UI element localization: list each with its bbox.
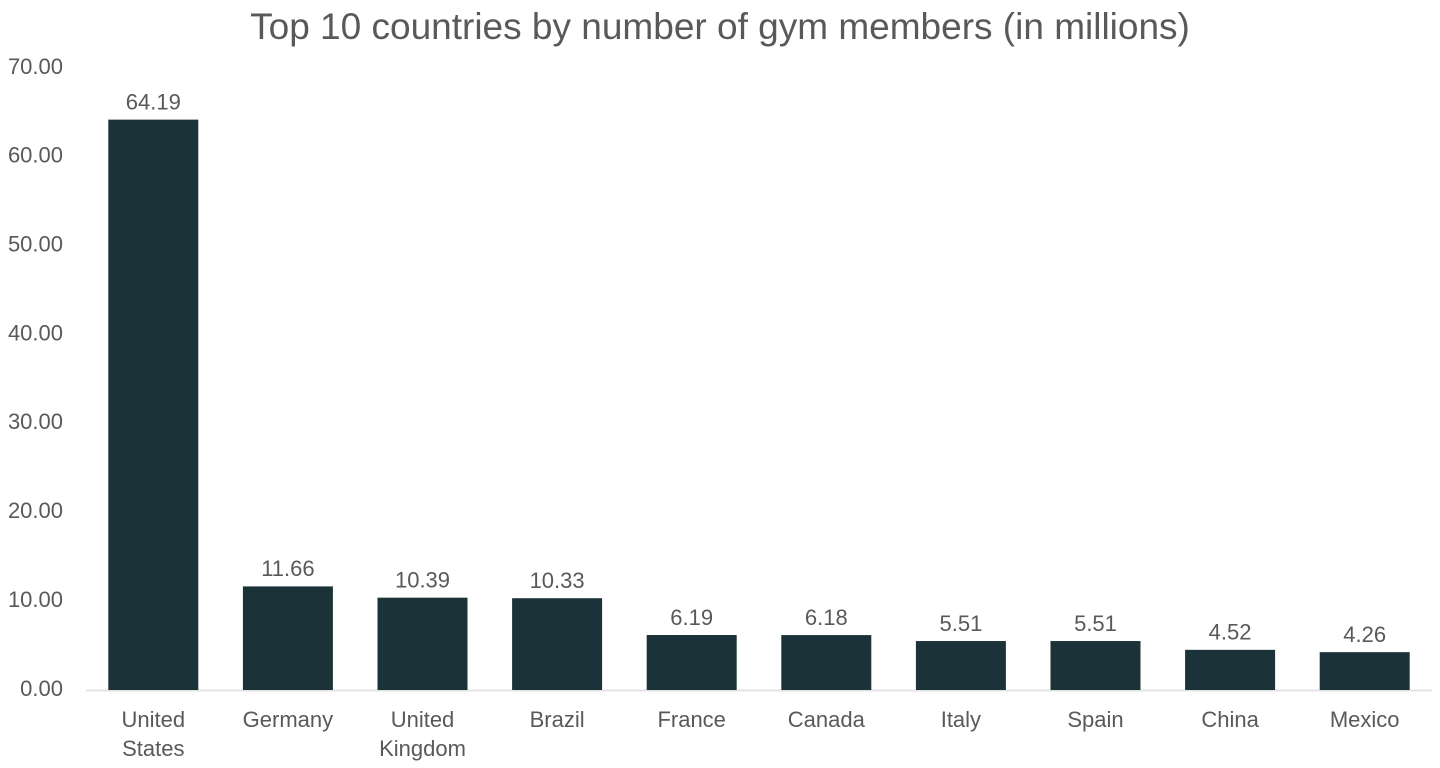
x-tick-label-box: France (657, 707, 726, 732)
x-tick-label: Brazil (529, 707, 585, 732)
x-tick-label: United Kingdom (379, 707, 466, 761)
x-tick-label: Spain (1067, 707, 1124, 732)
x-tick-label-box: Germany (242, 707, 334, 732)
data-label: 6.19 (670, 605, 713, 630)
x-tick-label-box: Brazil (529, 707, 585, 732)
bar (781, 635, 872, 690)
y-tick-label: 30.00 (8, 409, 63, 434)
y-tick-label: 40.00 (8, 320, 63, 345)
bar (1050, 641, 1141, 690)
data-label: 11.66 (261, 556, 314, 581)
data-label: 4.26 (1343, 622, 1386, 647)
bar (915, 641, 1006, 690)
bar (377, 597, 468, 690)
data-label: 10.33 (530, 568, 585, 593)
y-tick-label: 50.00 (8, 232, 63, 257)
x-tick-label-box: United States (121, 707, 186, 761)
x-tick-label-box: Spain (1067, 707, 1124, 732)
x-tick-label-box: Mexico (1329, 707, 1400, 732)
x-tick-label-box: Canada (787, 707, 865, 732)
x-tick-label: United States (121, 707, 186, 761)
data-label: 5.51 (939, 611, 982, 636)
x-tick-label: Canada (787, 707, 865, 732)
x-tick-label: France (657, 707, 726, 732)
bar (242, 586, 333, 690)
x-tick-label: China (1201, 707, 1259, 732)
data-label: 64.19 (126, 89, 181, 114)
bar (512, 598, 603, 690)
x-tick-label-box: United Kingdom (379, 707, 466, 761)
data-label: 5.51 (1074, 611, 1117, 636)
y-tick-label: 20.00 (8, 498, 63, 523)
data-label: 6.18 (805, 605, 848, 630)
y-tick-label: 70.00 (8, 54, 63, 79)
y-tick-label: 60.00 (8, 143, 63, 168)
x-tick-label: Germany (242, 707, 334, 732)
bar (1319, 652, 1410, 690)
chart-title: Top 10 countries by number of gym member… (250, 6, 1190, 47)
y-tick-label: 10.00 (8, 587, 63, 612)
bar (108, 119, 199, 691)
bar (1185, 649, 1276, 690)
data-label: 10.39 (395, 567, 450, 592)
y-tick-label: 0.00 (20, 676, 63, 701)
bar (646, 634, 737, 690)
data-label: 4.52 (1209, 620, 1252, 645)
x-tick-label-box: Italy (940, 707, 982, 732)
x-tick-label-box: China (1201, 707, 1259, 732)
x-tick-label: Italy (940, 707, 982, 732)
x-tick-label: Mexico (1329, 707, 1400, 732)
